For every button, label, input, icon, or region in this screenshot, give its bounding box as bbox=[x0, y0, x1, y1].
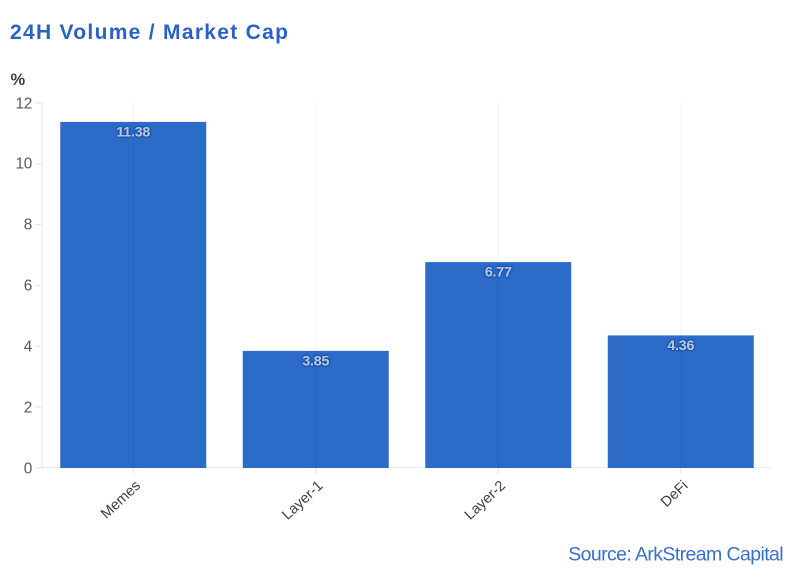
svg-text:%: % bbox=[11, 71, 26, 89]
svg-text:11.38: 11.38 bbox=[116, 124, 150, 140]
svg-text:6.77: 6.77 bbox=[485, 265, 512, 281]
svg-text:8: 8 bbox=[24, 216, 32, 233]
svg-text:Layer-1: Layer-1 bbox=[279, 478, 326, 523]
svg-text:12: 12 bbox=[15, 95, 32, 112]
svg-text:3.85: 3.85 bbox=[302, 353, 329, 369]
svg-text:4.36: 4.36 bbox=[667, 338, 694, 354]
svg-text:0: 0 bbox=[24, 460, 32, 477]
svg-text:DeFi: DeFi bbox=[658, 478, 691, 511]
svg-text:4: 4 bbox=[24, 338, 33, 355]
svg-text:24H Volume / Market Cap: 24H Volume / Market Cap bbox=[10, 21, 289, 44]
svg-text:Source: ArkStream Capital: Source: ArkStream Capital bbox=[568, 544, 783, 566]
svg-text:10: 10 bbox=[15, 155, 32, 172]
svg-text:Memes: Memes bbox=[98, 478, 144, 522]
svg-text:6: 6 bbox=[24, 277, 32, 294]
svg-text:Layer-2: Layer-2 bbox=[462, 478, 509, 523]
svg-text:2: 2 bbox=[24, 399, 32, 416]
